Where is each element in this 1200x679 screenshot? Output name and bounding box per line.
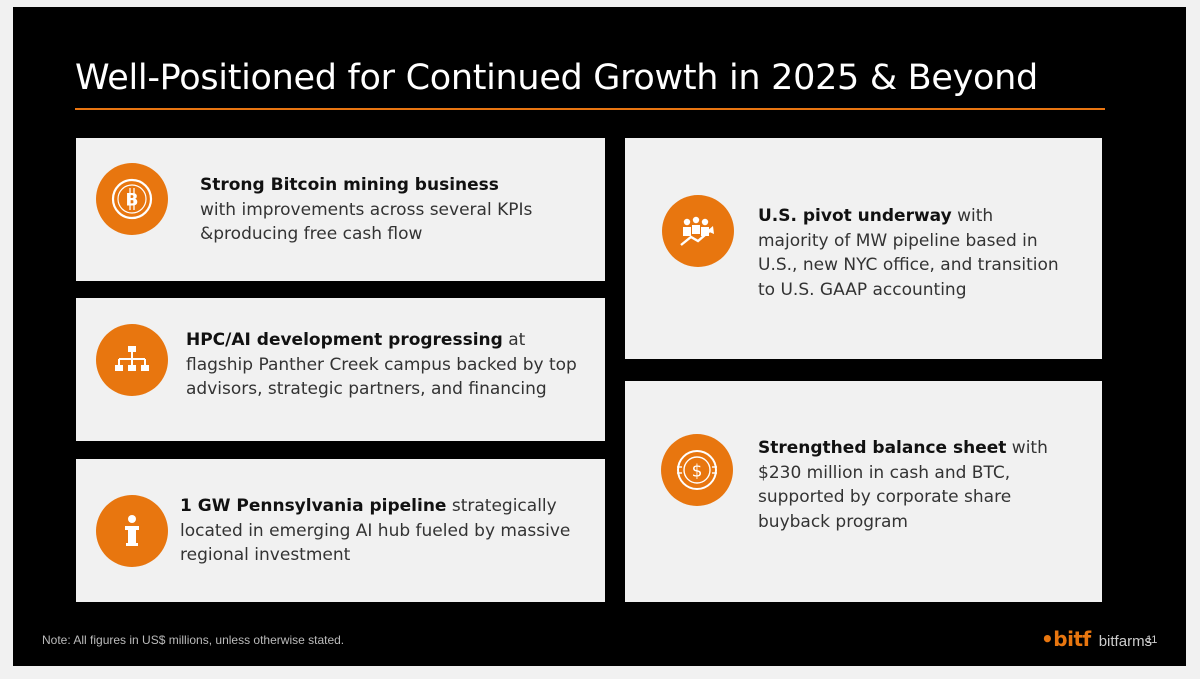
card-balance-sheet: $ Strengthed balance sheet with $230 mil… — [625, 381, 1102, 602]
card-text: U.S. pivot underway with majority of MW … — [758, 204, 1059, 302]
org-chart-icon — [96, 324, 168, 396]
dollar-coin-icon: $ — [661, 434, 733, 506]
card-us-pivot: U.S. pivot underway with majority of MW … — [625, 138, 1102, 359]
card-line: buyback program — [758, 511, 908, 532]
card-line: U.S., new NYC office, and transition — [758, 255, 1059, 275]
card-line: $230 million in cash and BTC, — [758, 462, 1011, 483]
card-line: advisors, strategic partners, and financ… — [186, 379, 547, 399]
card-text: HPC/AI development progressing at flagsh… — [186, 328, 577, 402]
svg-text:$: $ — [692, 462, 703, 482]
title-divider — [75, 108, 1105, 110]
card-line: regional investment — [180, 545, 351, 565]
slide-title: Well-Positioned for Continued Growth in … — [75, 58, 1038, 98]
bitcoin-icon: B — [96, 163, 168, 235]
growth-team-icon — [662, 195, 734, 267]
speaker-podium-icon — [96, 495, 168, 567]
logo-wordmark: bitfarms — [1098, 633, 1153, 650]
card-heading: HPC/AI development progressing — [186, 330, 503, 350]
card-line: majority of MW pipeline based in — [758, 230, 1038, 251]
card-line: located in emerging AI hub fueled by mas… — [180, 520, 571, 541]
page-number: 11 — [1146, 634, 1158, 646]
bitfarms-logo: •bitf bitfarms — [1041, 627, 1152, 651]
slide: Well-Positioned for Continued Growth in … — [13, 7, 1186, 666]
card-pennsylvania-pipeline: 1 GW Pennsylvania pipeline strategically… — [76, 459, 605, 602]
card-text: 1 GW Pennsylvania pipeline strategically… — [180, 494, 570, 568]
card-heading: Strengthed balance sheet — [758, 438, 1007, 458]
card-line: with improvements across several KPIs — [200, 199, 533, 220]
card-line: to U.S. GAAP accounting — [758, 279, 967, 300]
card-heading: 1 GW Pennsylvania pipeline — [180, 496, 447, 516]
card-heading: U.S. pivot underway — [758, 206, 952, 226]
card-text: Strong Bitcoin mining business with impr… — [200, 173, 532, 247]
card-hpc-ai: HPC/AI development progressing at flagsh… — [76, 298, 605, 441]
footnote: Note: All figures in US$ millions, unles… — [42, 633, 345, 647]
logo-mark: •bitf — [1041, 627, 1091, 651]
card-line: supported by corporate share — [758, 487, 1012, 507]
card-line: &producing free cash flow — [200, 224, 423, 244]
card-line: flagship Panther Creek campus backed by … — [186, 354, 577, 375]
card-heading: Strong Bitcoin mining business — [200, 175, 499, 195]
card-text: Strengthed balance sheet with $230 milli… — [758, 436, 1048, 534]
svg-text:B: B — [126, 191, 139, 211]
card-bitcoin-mining: B Strong Bitcoin mining business with im… — [76, 138, 605, 281]
